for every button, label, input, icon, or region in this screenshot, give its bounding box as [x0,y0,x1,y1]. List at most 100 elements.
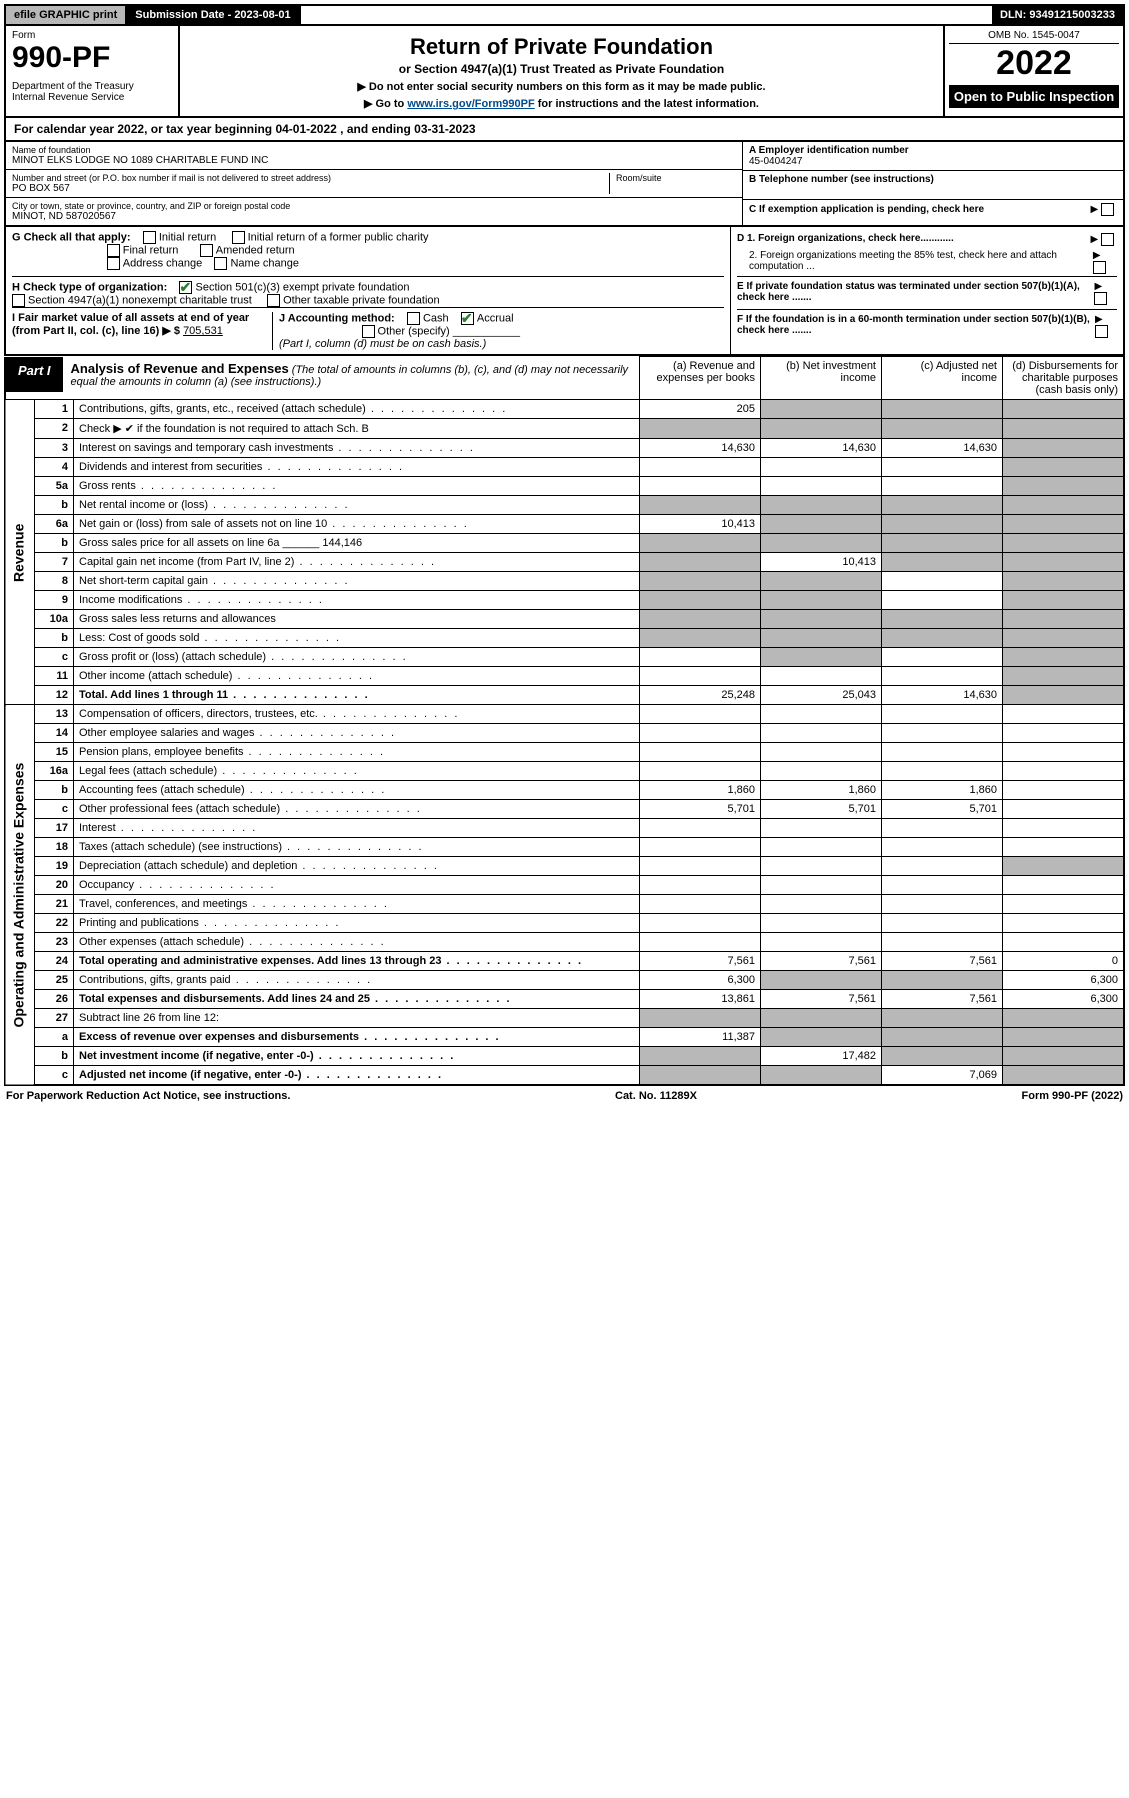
col-d-value [1003,705,1125,724]
col-b-value [761,591,882,610]
h-4947-checkbox[interactable] [12,294,25,307]
ein-label: A Employer identification number [749,145,1117,156]
g-opt-3: Amended return [216,244,295,256]
col-c-value [882,857,1003,876]
col-c-value: 7,561 [882,990,1003,1009]
g-initial-former-checkbox[interactable] [232,231,245,244]
note2-post: for instructions and the latest informat… [535,98,759,110]
col-c-value: 14,630 [882,686,1003,705]
j-note: (Part I, column (d) must be on cash basi… [279,338,486,350]
col-c-value [882,629,1003,648]
h-other-checkbox[interactable] [267,294,280,307]
g-final-checkbox[interactable] [107,244,120,257]
col-a-value: 7,561 [640,952,761,971]
col-c-value [882,515,1003,534]
d2-checkbox[interactable] [1093,261,1106,274]
col-a-value [640,667,761,686]
j-other-checkbox[interactable] [362,325,375,338]
header-left: Form 990-PF Department of the Treasury I… [6,26,180,116]
c-label: C If exemption application is pending, c… [749,204,984,215]
col-d-value [1003,838,1125,857]
table-row: bGross sales price for all assets on lin… [5,534,1124,553]
j-accrual-checkbox[interactable] [461,312,474,325]
h-label: H Check type of organization: [12,281,167,293]
col-a-value [640,1009,761,1028]
line-number: b [35,496,74,515]
city-cell: City or town, state or province, country… [6,198,742,225]
line-description: Gross profit or (loss) (attach schedule) [74,648,640,667]
col-a-value [640,838,761,857]
j-cash-checkbox[interactable] [407,312,420,325]
col-b-value: 17,482 [761,1047,882,1066]
col-b-value: 7,561 [761,990,882,1009]
g-address-checkbox[interactable] [107,257,120,270]
f-checkbox[interactable] [1095,325,1108,338]
col-d-value [1003,419,1125,439]
irs-link[interactable]: www.irs.gov/Form990PF [407,98,534,110]
line-description: Other professional fees (attach schedule… [74,800,640,819]
g-opt-4: Address change [123,257,203,269]
col-c-value [882,895,1003,914]
col-c-value [882,762,1003,781]
line-description: Total operating and administrative expen… [74,952,640,971]
g-opt-2: Final return [123,244,179,256]
col-b-value [761,458,882,477]
line-number: 3 [35,439,74,458]
col-a-value [640,705,761,724]
col-b-value [761,400,882,419]
h-opt-2: Section 4947(a)(1) nonexempt charitable … [28,294,252,306]
col-a-value: 13,861 [640,990,761,1009]
top-bar: efile GRAPHIC print Submission Date - 20… [4,4,1125,26]
g-initial-checkbox[interactable] [143,231,156,244]
tel-label: B Telephone number (see instructions) [749,174,1117,185]
col-d-value: 0 [1003,952,1125,971]
g-name-checkbox[interactable] [214,257,227,270]
d1-checkbox[interactable] [1101,233,1114,246]
line-number: 24 [35,952,74,971]
efile-label: efile GRAPHIC print [6,6,127,24]
col-d-value [1003,629,1125,648]
table-row: 15Pension plans, employee benefits [5,743,1124,762]
line-description: Gross sales less returns and allowances [74,610,640,629]
col-d-value [1003,819,1125,838]
col-c-value [882,933,1003,952]
h-501c3-checkbox[interactable] [179,281,192,294]
col-a-value [640,572,761,591]
col-b-value [761,724,882,743]
part1-title-cell: Analysis of Revenue and Expenses (The to… [63,357,639,392]
checks-block: G Check all that apply: Initial return I… [4,227,1125,356]
c-checkbox[interactable] [1101,203,1114,216]
line-description: Interest on savings and temporary cash i… [74,439,640,458]
table-row: 2Check ▶ ✔ if the foundation is not requ… [5,419,1124,439]
line-description: Other employee salaries and wages [74,724,640,743]
line-description: Adjusted net income (if negative, enter … [74,1066,640,1086]
table-row: Revenue1Contributions, gifts, grants, et… [5,400,1124,419]
line-number: 14 [35,724,74,743]
col-c-value [882,914,1003,933]
submission-date: Submission Date - 2023-08-01 [127,6,300,24]
col-c-value: 14,630 [882,439,1003,458]
e-checkbox[interactable] [1094,292,1107,305]
col-d-value [1003,572,1125,591]
line-number: 6a [35,515,74,534]
foundation-name: MINOT ELKS LODGE NO 1089 CHARITABLE FUND… [12,155,736,166]
line-description: Income modifications [74,591,640,610]
line-description: Travel, conferences, and meetings [74,895,640,914]
g-amended-checkbox[interactable] [200,244,213,257]
form-label: Form [12,30,172,41]
col-d-value [1003,933,1125,952]
col-a-value: 25,248 [640,686,761,705]
col-c-value [882,819,1003,838]
line-description: Subtract line 26 from line 12: [74,1009,640,1028]
j-other-label: Other (specify) [378,325,450,337]
col-a-value [640,724,761,743]
col-c-value [882,591,1003,610]
line-number: c [35,1066,74,1086]
line-number: 7 [35,553,74,572]
calendar-year-line: For calendar year 2022, or tax year begi… [4,118,1125,142]
line-number: 2 [35,419,74,439]
col-b-value [761,667,882,686]
col-c-value [882,496,1003,515]
col-a-value [640,629,761,648]
col-b-value [761,1066,882,1086]
